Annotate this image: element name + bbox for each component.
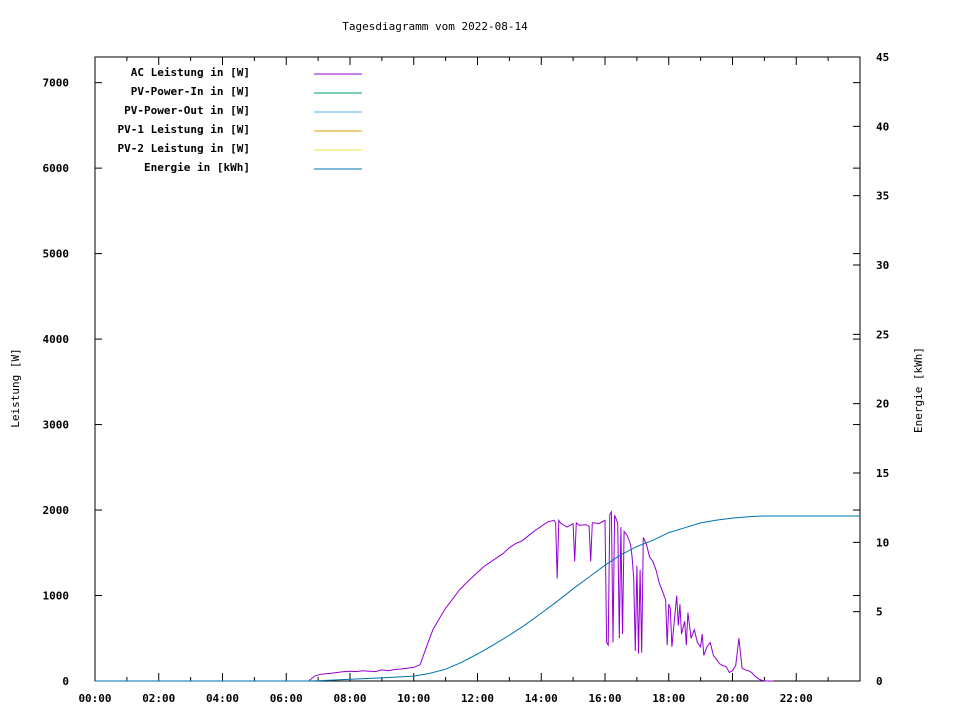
x-tick-label: 22:00 [780, 692, 813, 705]
y-tick-label: 4000 [43, 333, 70, 346]
series-line-0 [308, 510, 774, 682]
x-tick-label: 18:00 [652, 692, 685, 705]
y-axis-label: Leistung [W] [9, 348, 22, 427]
legend-label: PV-2 Leistung in [W] [118, 142, 250, 155]
legend-label: AC Leistung in [W] [131, 66, 250, 79]
chart-title: Tagesdiagramm vom 2022-08-14 [342, 20, 528, 33]
y2-tick-label: 20 [876, 398, 889, 411]
x-axis: 00:00 02:00 04:00 06:00 08:00 10:00 12:00 14:00… [78, 57, 829, 705]
legend: AC Leistung in [W] PV-Power-In in [W] PV-P… [118, 66, 362, 174]
y-tick-label: 3000 [43, 419, 70, 432]
y2-tick-label: 10 [876, 536, 889, 549]
x-tick-label: 10:00 [397, 692, 430, 705]
y2-tick-label: 35 [876, 190, 889, 203]
series-line-1 [95, 515, 860, 682]
x-tick-label: 16:00 [588, 692, 621, 705]
y-tick-label: 0 [62, 675, 69, 688]
y2-tick-label: 45 [876, 51, 889, 64]
legend-label: PV-Power-In in [W] [131, 85, 250, 98]
legend-label: PV-1 Leistung in [W] [118, 123, 250, 136]
series-layer [95, 510, 860, 682]
x-tick-label: 12:00 [461, 692, 494, 705]
x-tick-label: 04:00 [206, 692, 239, 705]
y-tick-label: 2000 [43, 504, 70, 517]
y2-tick-label: 40 [876, 120, 889, 133]
y2-tick-label: 0 [876, 675, 883, 688]
y2-tick-label: 25 [876, 328, 889, 341]
legend-label: PV-Power-Out in [W] [124, 104, 250, 117]
y-axis: 0 1000 2000 3000 4000 5000 6000 7000 [43, 77, 860, 688]
y-tick-label: 5000 [43, 248, 70, 261]
x-tick-label: 20:00 [716, 692, 749, 705]
y-tick-label: 7000 [43, 77, 70, 90]
y2-axis: 0 5 10 15 20 25 30 35 40 45 [853, 51, 889, 688]
x-tick-label: 14:00 [525, 692, 558, 705]
y-tick-label: 6000 [43, 162, 70, 175]
legend-label: Energie in [kWh] [144, 161, 250, 174]
x-tick-label: 02:00 [142, 692, 175, 705]
y2-tick-label: 15 [876, 467, 889, 480]
x-tick-label: 08:00 [333, 692, 366, 705]
y-tick-label: 1000 [43, 590, 70, 603]
x-tick-label: 06:00 [270, 692, 303, 705]
x-tick-label: 00:00 [78, 692, 111, 705]
y2-tick-label: 5 [876, 606, 883, 619]
y2-tick-label: 30 [876, 259, 889, 272]
y2-axis-label: Energie [kWh] [912, 347, 925, 433]
